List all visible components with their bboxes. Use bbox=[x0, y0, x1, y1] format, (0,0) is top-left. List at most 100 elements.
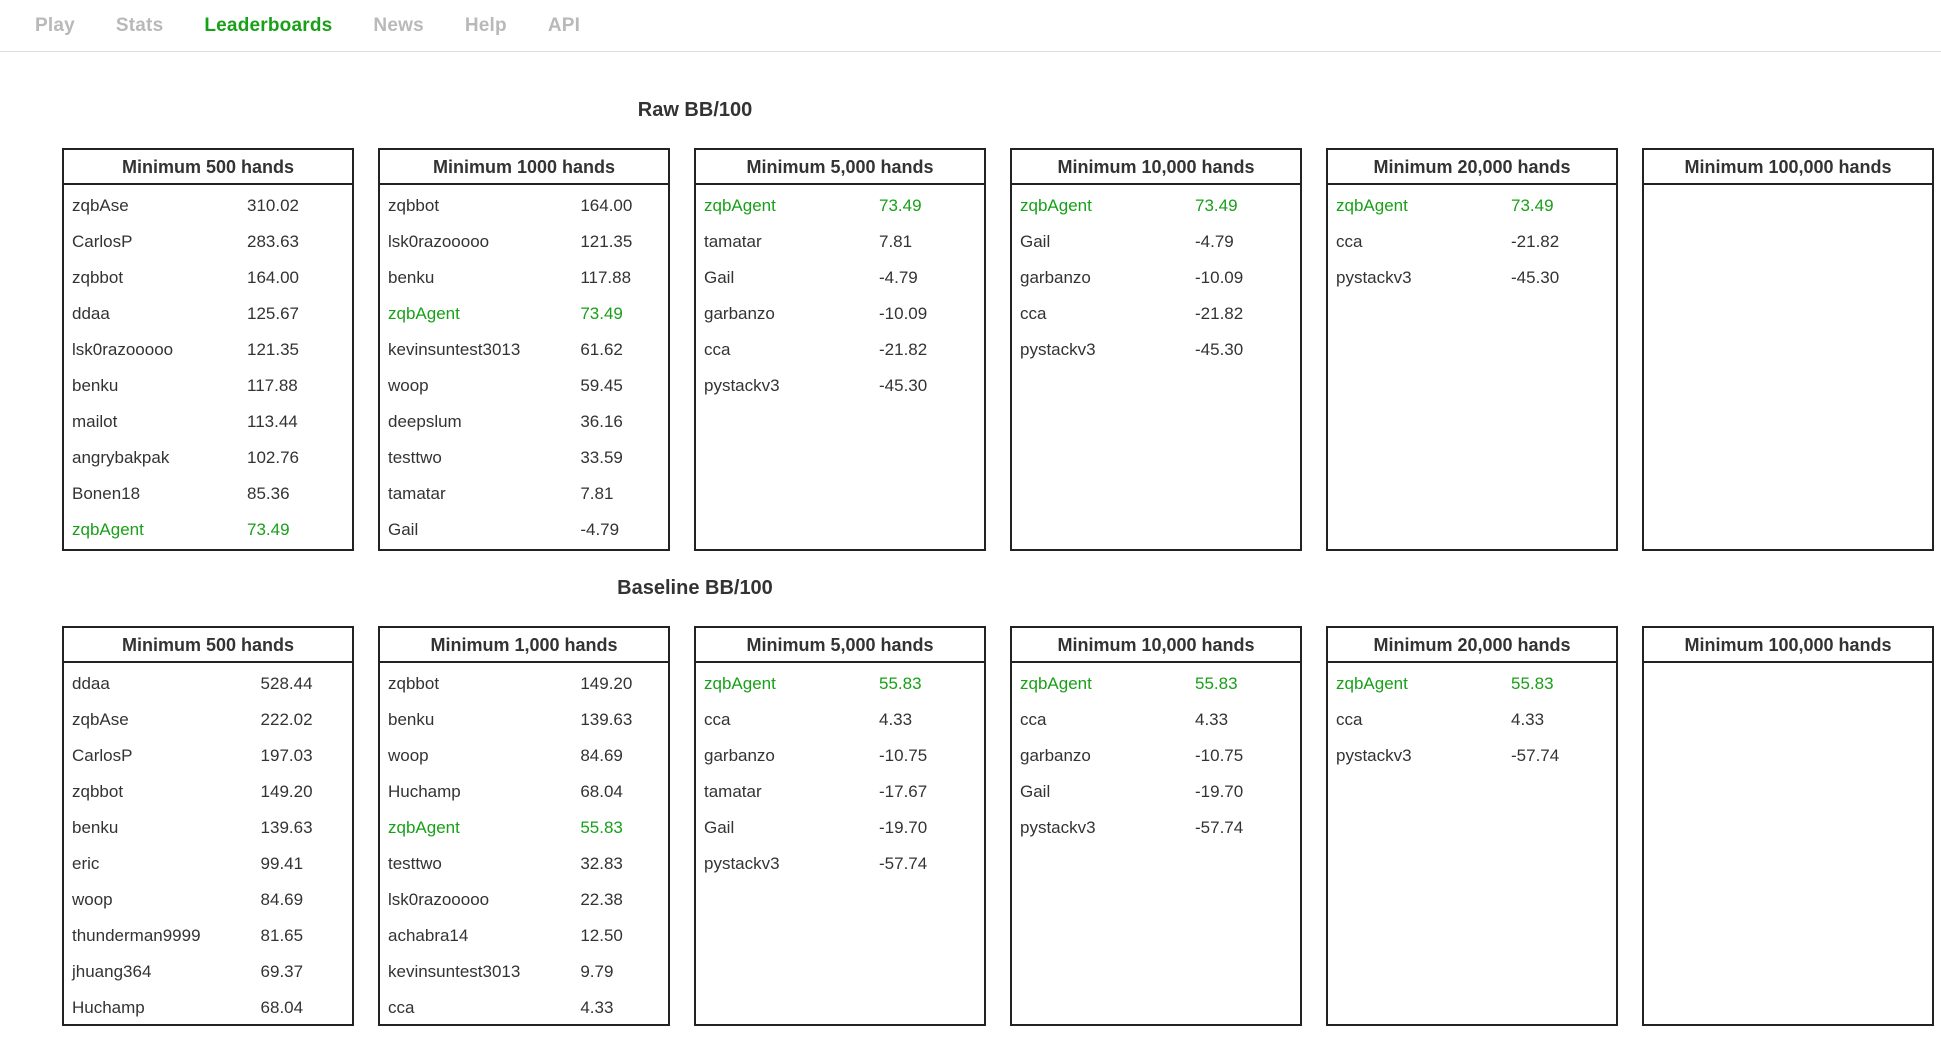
player-score: 197.03 bbox=[260, 746, 313, 765]
table-row: cca -21.82 bbox=[1020, 296, 1243, 332]
player-score: -57.74 bbox=[1511, 746, 1560, 765]
table-row: Gail -19.70 bbox=[704, 810, 927, 846]
player-score: 69.37 bbox=[260, 962, 304, 981]
nav-item-leaderboards[interactable]: Leaderboards bbox=[204, 14, 333, 36]
player-score: 55.83 bbox=[580, 818, 623, 837]
player-score: 55.83 bbox=[879, 674, 922, 693]
player-name: zqbAgent bbox=[1336, 196, 1408, 215]
player-name: thunderman9999 bbox=[72, 926, 201, 945]
player-name: pystackv3 bbox=[704, 376, 780, 395]
player-score: -17.67 bbox=[879, 782, 928, 801]
player-name: pystackv3 bbox=[1336, 268, 1412, 287]
table-row: zqbAse 222.02 bbox=[72, 702, 313, 738]
nav-item-help[interactable]: Help bbox=[464, 14, 507, 36]
player-name: zqbAgent bbox=[704, 674, 776, 693]
table-row: zqbbot 164.00 bbox=[388, 188, 632, 224]
player-name: pystackv3 bbox=[704, 854, 780, 873]
table-row: zqbAgent 73.49 bbox=[72, 512, 299, 548]
player-score: -19.70 bbox=[1195, 782, 1244, 801]
player-score: -19.70 bbox=[879, 818, 928, 837]
player-score: 33.59 bbox=[580, 448, 623, 467]
board-title: Minimum 500 hands bbox=[64, 628, 352, 663]
player-name: woop bbox=[388, 746, 429, 765]
table-row: Gail -19.70 bbox=[1020, 774, 1243, 810]
player-name: woop bbox=[72, 890, 113, 909]
board-table: ddaa 528.44 zqbAse 222.02 CarlosP 197.03 zqbbo… bbox=[72, 666, 313, 1026]
player-name: cca bbox=[704, 340, 731, 359]
player-name: zqbAgent bbox=[1020, 196, 1092, 215]
player-name: benku bbox=[72, 376, 119, 395]
player-score: 99.41 bbox=[260, 854, 304, 873]
player-name: pystackv3 bbox=[1020, 340, 1096, 359]
player-name: testtwo bbox=[388, 448, 442, 467]
table-row: pystackv3 -57.74 bbox=[1336, 738, 1559, 774]
player-name: benku bbox=[388, 268, 435, 287]
nav-item-stats[interactable]: Stats bbox=[115, 14, 164, 36]
table-row: zqbAgent 55.83 bbox=[704, 666, 927, 702]
table-row: Huchamp 68.04 bbox=[388, 774, 632, 810]
boards-row-raw: Minimum 500 hands zqbAse 310.02 CarlosP 283.… bbox=[62, 148, 1941, 551]
player-name: lsk0razooooo bbox=[388, 232, 490, 251]
section-raw: Raw BB/100 Minimum 500 hands zqbAse 310.02… bbox=[0, 99, 1941, 551]
table-row: zqbAgent 55.83 bbox=[388, 810, 632, 846]
player-score: 85.36 bbox=[247, 484, 290, 503]
board-table: zqbAgent 55.83 cca 4.33 pystackv3 -57.74 bbox=[1336, 666, 1559, 774]
board-title: Minimum 100,000 hands bbox=[1644, 150, 1932, 185]
table-row: testtwo 33.59 bbox=[388, 440, 632, 476]
leaderboard-raw-bb-100-minimum-1000-hands: Minimum 1000 hands zqbbot 164.00 lsk0razooo… bbox=[378, 148, 670, 551]
table-row: tamatar -17.67 bbox=[704, 774, 927, 810]
player-name: cca bbox=[1020, 710, 1047, 729]
table-row: zqbAgent 55.83 bbox=[1336, 666, 1559, 702]
leaderboard-baseline-bb-100-minimum-5-000-hands: Minimum 5,000 hands zqbAgent 55.83 cca 4.33 g… bbox=[694, 626, 986, 1026]
player-score: 9.79 bbox=[580, 962, 614, 981]
player-name: Huchamp bbox=[388, 782, 461, 801]
table-row: woop 84.69 bbox=[388, 738, 632, 774]
player-score: 59.45 bbox=[580, 376, 623, 395]
leaderboard-raw-bb-100-minimum-500-hands: Minimum 500 hands zqbAse 310.02 CarlosP 283.… bbox=[62, 148, 354, 551]
table-row: woop 59.45 bbox=[388, 368, 632, 404]
table-row: pystackv3 -57.74 bbox=[704, 846, 927, 882]
nav-item-api[interactable]: API bbox=[547, 14, 581, 36]
player-name: Huchamp bbox=[72, 998, 145, 1017]
board-title: Minimum 100,000 hands bbox=[1644, 628, 1932, 663]
player-score: 121.35 bbox=[247, 340, 299, 359]
player-name: kevinsuntest3013 bbox=[388, 962, 521, 981]
player-score: -57.74 bbox=[879, 854, 928, 873]
leaderboard-baseline-bb-100-minimum-1-000-hands: Minimum 1,000 hands zqbbot 149.20 benku 139.… bbox=[378, 626, 670, 1026]
table-row: benku 117.88 bbox=[72, 368, 299, 404]
table-row: angrybakpak 102.76 bbox=[72, 440, 299, 476]
player-score: 164.00 bbox=[580, 196, 633, 215]
table-row: pystackv3 -45.30 bbox=[1336, 260, 1559, 296]
player-score: 84.69 bbox=[260, 890, 304, 909]
player-name: garbanzo bbox=[704, 304, 775, 323]
table-row: cca -21.82 bbox=[704, 332, 927, 368]
player-name: tamatar bbox=[388, 484, 446, 503]
player-score: -45.30 bbox=[1195, 340, 1244, 359]
leaderboard-baseline-bb-100-minimum-10-000-hands: Minimum 10,000 hands zqbAgent 55.83 cca 4.33… bbox=[1010, 626, 1302, 1026]
table-row: pystackv3 -45.30 bbox=[704, 368, 927, 404]
table-row: cca 4.33 bbox=[1020, 702, 1243, 738]
player-name: tamatar bbox=[704, 782, 762, 801]
table-row: benku 139.63 bbox=[388, 702, 632, 738]
player-name: Gail bbox=[704, 818, 735, 837]
player-name: garbanzo bbox=[704, 746, 775, 765]
nav-item-play[interactable]: Play bbox=[35, 14, 75, 36]
player-score: 310.02 bbox=[247, 196, 299, 215]
board-title: Minimum 10,000 hands bbox=[1012, 150, 1300, 185]
nav-item-news[interactable]: News bbox=[373, 14, 424, 36]
player-name: angrybakpak bbox=[72, 448, 170, 467]
player-score: 84.69 bbox=[580, 746, 623, 765]
table-row: zqbAgent 73.49 bbox=[1336, 188, 1559, 224]
leaderboard-raw-bb-100-minimum-5-000-hands: Minimum 5,000 hands zqbAgent 73.49 tamatar 7… bbox=[694, 148, 986, 551]
player-name: cca bbox=[1020, 304, 1047, 323]
player-score: 283.63 bbox=[247, 232, 299, 251]
table-row: pystackv3 -45.30 bbox=[1020, 332, 1243, 368]
player-score: 139.63 bbox=[580, 710, 633, 729]
player-score: 149.20 bbox=[260, 782, 313, 801]
table-row: kevinsuntest3013 61.62 bbox=[388, 332, 632, 368]
player-score: 68.04 bbox=[580, 782, 623, 801]
player-name: eric bbox=[72, 854, 100, 873]
player-name: zqbbot bbox=[72, 268, 124, 287]
player-name: pystackv3 bbox=[1336, 746, 1412, 765]
player-score: 117.88 bbox=[580, 268, 632, 287]
